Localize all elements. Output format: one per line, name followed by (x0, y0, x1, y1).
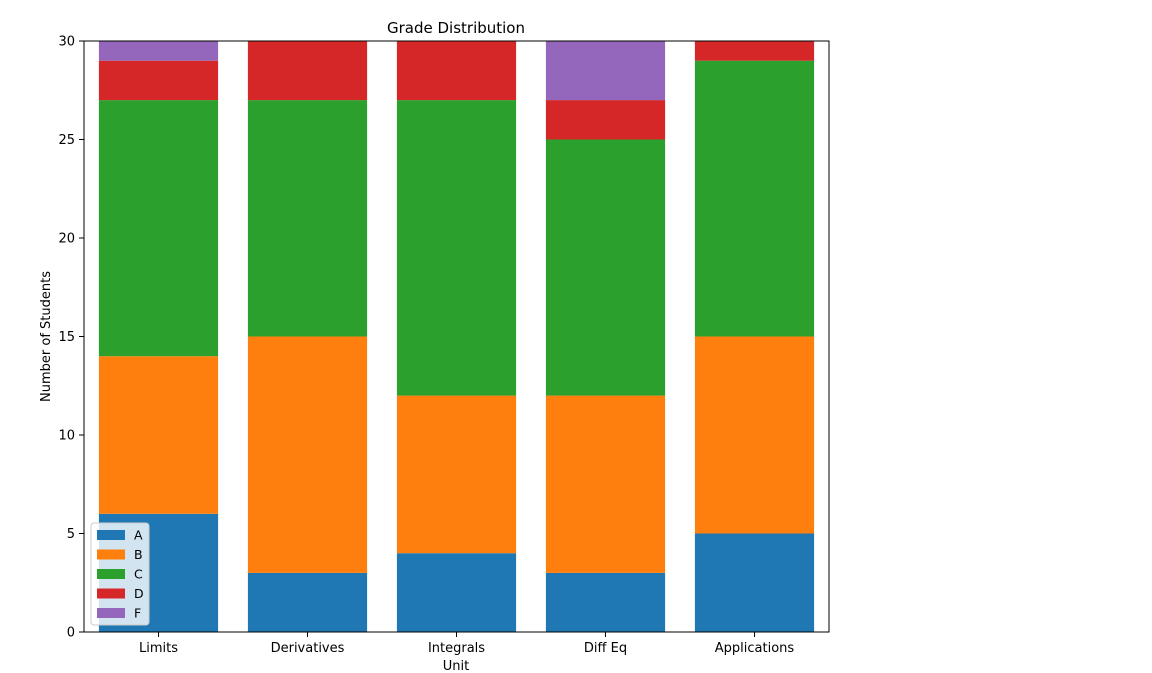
legend-swatch-f (97, 608, 125, 618)
y-tick-label: 25 (58, 133, 75, 148)
plot-frame (83, 40, 830, 633)
bar-applications-c (694, 60, 815, 337)
bar-limits-d (98, 60, 219, 101)
y-axis-ticks: 0 5 10 15 20 25 30 (58, 35, 84, 641)
legend-swatch-c (97, 569, 125, 579)
y-tick-label: 5 (67, 527, 75, 542)
bar-integrals-b (396, 395, 517, 554)
y-axis-label: Number of Students (39, 271, 54, 402)
bar-applications-a (694, 533, 815, 632)
x-tick-label: Derivatives (271, 641, 345, 656)
bar-derivatives-d (247, 41, 368, 101)
bar-applications-d (694, 41, 815, 61)
x-tick-label: Applications (715, 641, 795, 656)
bar-applications-b (694, 336, 815, 534)
bar-derivatives-b (247, 336, 368, 573)
y-tick-label: 10 (58, 429, 75, 444)
bar-diff-eq-f (545, 41, 666, 101)
legend-swatch-a (97, 530, 125, 540)
y-tick-label: 20 (58, 232, 75, 247)
legend-label-c: C (134, 567, 143, 582)
bar-integrals-d (396, 41, 517, 101)
y-tick-label: 30 (58, 35, 75, 50)
legend-label-d: D (134, 586, 144, 601)
bar-derivatives-a (247, 572, 368, 632)
y-tick-label: 0 (67, 626, 75, 641)
legend-label-f: F (134, 606, 141, 621)
legend-label-b: B (134, 547, 143, 562)
legend-swatch-d (97, 588, 125, 599)
bar-integrals-c (396, 100, 517, 396)
bar-diff-eq-b (545, 395, 666, 573)
legend-swatch-b (97, 549, 125, 560)
chart-title: Grade Distribution (387, 19, 525, 37)
legend-label-a: A (134, 528, 143, 543)
bar-integrals-a (396, 553, 517, 632)
y-tick-label: 15 (58, 330, 75, 345)
bar-diff-eq-c (545, 139, 666, 396)
bars-group (98, 41, 815, 632)
bar-diff-eq-a (545, 572, 666, 632)
bar-derivatives-c (247, 100, 368, 337)
x-tick-label: Limits (139, 641, 178, 656)
x-axis-label: Unit (443, 659, 469, 673)
x-tick-label: Integrals (428, 641, 485, 656)
bar-limits-c (98, 100, 219, 357)
x-tick-label: Diff Eq (584, 641, 627, 656)
bar-limits-f (98, 41, 219, 61)
bar-diff-eq-d (545, 100, 666, 140)
x-axis-ticks: Limits Derivatives Integrals Diff Eq Applica… (139, 632, 794, 656)
bar-limits-b (98, 356, 219, 514)
